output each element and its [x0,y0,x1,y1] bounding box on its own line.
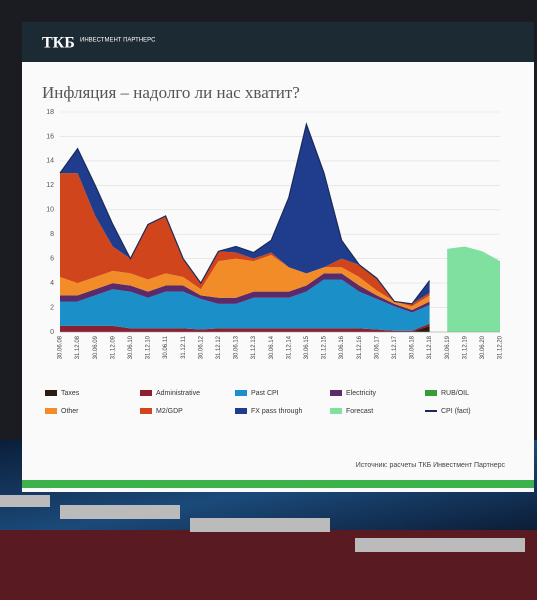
x-tick-label: 31.12.20 [498,335,504,359]
x-tick-label: 31.12.16 [357,335,363,359]
area-segment [447,246,500,332]
x-tick-label: 30.06.17 [374,335,380,359]
legend-label: Taxes [61,390,80,397]
stage-light [190,518,330,532]
x-tick-label: 31.12.13 [251,335,257,359]
x-tick-label: 31.12.10 [146,335,152,359]
y-tick-label: 14 [46,158,54,165]
x-tick-label: 31.12.19 [462,335,468,359]
slide-footer [22,480,534,488]
stage-light [60,505,180,519]
area-segment [60,255,430,310]
logo-sub: ИНВЕСТМЕНТ ПАРТНЕРС [80,38,156,44]
legend-swatch [425,390,437,396]
x-tick-label: 30.06.19 [445,335,451,359]
x-tick-label: 31.12.17 [392,335,398,359]
x-tick-label: 30.06.12 [198,335,204,359]
cpi-line [59,122,431,305]
legend-label: Forecast [346,408,373,415]
y-tick-label: 10 [46,207,54,214]
x-tick-label: 30.06.16 [339,335,345,359]
source: Источник: расчеты ТКБ Инвестмент Партнер… [356,462,506,469]
x-tick-label: 31.12.08 [75,335,81,359]
y-tick-label: 4 [50,280,54,287]
legend-label: FX pass through [251,408,302,415]
x-tick-label: 30.06.15 [304,335,310,359]
y-tick-label: 6 [50,256,54,263]
x-tick-label: 30.06.13 [234,335,240,359]
area-segment [60,124,430,304]
stage-light [0,495,50,507]
legend-swatch [235,390,247,396]
legend-label: Electricity [346,390,376,397]
legend-label: Administrative [156,390,200,397]
x-tick-label: 30.06.11 [163,335,169,359]
chart: 0 2 4 6 8 10 12 14 16 18 30.06.08 31.12.08 30.06.09 3… [45,109,504,415]
x-tick-label: 30.06.20 [480,335,486,359]
x-tick-label: 31.12.18 [427,335,433,359]
y-tick-label: 0 [50,329,54,336]
legend-swatch [140,408,152,414]
y-tick-label: 18 [46,109,54,116]
legend-label: Past CPI [251,390,279,397]
legend-label: Other [61,408,79,415]
legend-swatch [45,408,57,414]
x-tick-label: 31.12.15 [322,335,328,359]
logo: ТКБ [42,35,75,52]
y-tick-label: 12 [46,182,54,189]
x-tick-label: 30.06.14 [269,335,275,359]
legend-label: CPI (fact) [441,408,471,415]
y-tick-label: 2 [50,304,54,311]
slide-header [22,22,534,62]
area-segment [60,323,430,332]
y-tick-label: 8 [50,231,54,238]
area-segment [60,173,430,307]
legend-swatch [235,408,247,414]
legend-swatch [45,390,57,396]
x-tick-label: 30.06.18 [410,335,416,359]
area-segment [60,279,430,331]
stage-light [355,538,525,552]
legend-swatch [140,390,152,396]
x-tick-label: 31.12.09 [110,335,116,359]
x-tick-label: 31.12.12 [216,335,222,359]
y-tick-label: 16 [46,133,54,140]
x-tick-label: 31.12.14 [286,335,292,359]
x-tick-label: 30.06.08 [58,335,64,359]
x-tick-label: 30.06.09 [93,335,99,359]
x-tick-label: 31.12.11 [181,335,187,359]
legend-swatch [330,390,342,396]
legend-label: RUB/OIL [441,390,469,397]
chart-title: Инфляция – надолго ли нас хватит? [42,83,300,102]
x-tick-label: 30.06.10 [128,335,134,359]
legend-label: M2/GDP [156,408,183,415]
legend-swatch [330,408,342,414]
